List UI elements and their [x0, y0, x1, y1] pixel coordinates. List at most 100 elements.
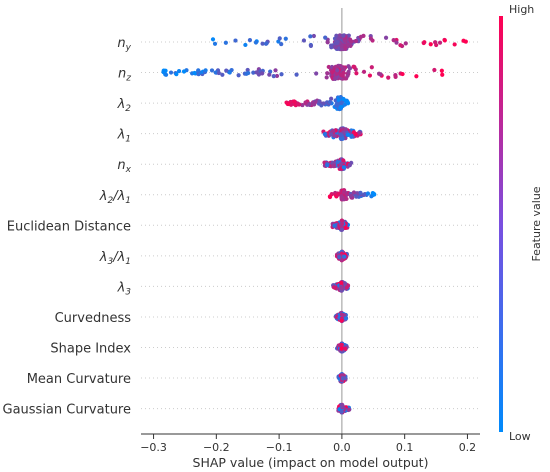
- feature-label: ny: [117, 36, 131, 53]
- shap-point: [307, 102, 312, 107]
- shap-point: [236, 73, 241, 78]
- shap-point: [403, 41, 408, 46]
- shap-point: [273, 68, 278, 73]
- feature-row-guides: [141, 41, 480, 410]
- shap-point: [346, 407, 352, 412]
- shap-point: [276, 39, 281, 44]
- shap-point: [383, 35, 389, 40]
- shap-point: [339, 312, 344, 317]
- shap-point: [301, 38, 307, 43]
- shap-point: [349, 134, 354, 139]
- shap-point: [339, 44, 344, 49]
- shap-point: [354, 71, 359, 76]
- shap-point: [339, 409, 344, 414]
- shap-point: [340, 221, 345, 227]
- shap-point: [283, 36, 288, 41]
- shap-point: [209, 68, 215, 73]
- feature-label: λ3/λ1: [99, 250, 131, 267]
- shap-point: [339, 342, 344, 347]
- shap-point: [339, 318, 344, 323]
- x-tick-label: 0.2: [459, 441, 477, 454]
- shap-point: [243, 42, 248, 48]
- shap-point: [346, 69, 351, 74]
- shap-point: [452, 42, 457, 47]
- shap-point: [421, 40, 426, 46]
- shap-point: [327, 194, 333, 199]
- shap-point: [334, 33, 339, 38]
- shap-point: [260, 71, 265, 76]
- shap-point: [440, 72, 445, 77]
- shap-point: [308, 34, 313, 39]
- shap-point: [461, 38, 466, 43]
- shap-point: [321, 101, 326, 106]
- shap-point: [439, 68, 444, 73]
- shap-point: [428, 42, 433, 47]
- shap-point: [338, 161, 344, 167]
- shap-point: [339, 104, 344, 109]
- shap-point: [223, 40, 228, 45]
- shap-point: [224, 68, 229, 73]
- feature-label: Shape Index: [50, 342, 131, 357]
- feature-labels: ny nz λ2 λ1 nx λ2/λ1 Euclidean Distance λ3/λ1 λ3…: [3, 36, 132, 418]
- colorbar-low-label: Low: [509, 430, 531, 443]
- shap-point: [334, 71, 339, 76]
- shap-point: [161, 69, 166, 75]
- shap-point: [343, 45, 348, 50]
- shap-point: [339, 227, 345, 232]
- feature-label: λ1: [117, 128, 131, 145]
- shap-point: [174, 72, 179, 77]
- shap-point: [274, 73, 280, 79]
- shap-point: [341, 96, 346, 102]
- shap-point: [414, 74, 419, 79]
- shap-point: [267, 72, 272, 77]
- shap-point: [331, 164, 337, 169]
- feature-label: Euclidean Distance: [7, 219, 131, 234]
- shap-point: [342, 346, 348, 351]
- shap-point: [271, 73, 276, 79]
- shap-point: [343, 316, 349, 321]
- shap-point: [196, 68, 201, 73]
- shap-point: [335, 159, 340, 165]
- x-tick-label: −0.2: [203, 441, 230, 454]
- shap-point: [339, 257, 344, 262]
- shap-point: [327, 99, 333, 105]
- shap-point: [251, 70, 256, 75]
- shap-point: [343, 225, 348, 231]
- feature-label: nx: [117, 158, 131, 175]
- colorbar-title: Feature value: [530, 186, 543, 261]
- shap-point: [339, 72, 344, 78]
- shap-point: [334, 64, 340, 69]
- shap-point: [181, 69, 187, 74]
- shap-point: [351, 64, 356, 69]
- shap-point: [339, 64, 344, 69]
- shap-point: [339, 218, 345, 223]
- shap-point: [361, 69, 367, 74]
- shap-point: [176, 68, 182, 74]
- x-axis: −0.3 −0.2 −0.1 0.0 0.1 0.2 SHAP value (impact…: [140, 433, 480, 470]
- shap-point: [308, 43, 314, 49]
- shap-point: [341, 33, 346, 38]
- feature-label: nz: [118, 67, 131, 84]
- shap-point: [256, 72, 262, 77]
- shap-point: [296, 102, 301, 107]
- shap-points: [161, 33, 468, 415]
- shap-point: [339, 285, 344, 291]
- shap-point: [358, 34, 363, 40]
- shap-point: [168, 70, 174, 75]
- shap-point: [263, 41, 269, 46]
- shap-point: [329, 96, 334, 101]
- shap-point: [339, 280, 344, 285]
- shap-point: [277, 36, 282, 41]
- shap-point: [163, 72, 169, 77]
- colorbar-gradient: [499, 16, 503, 432]
- shap-point: [203, 68, 208, 73]
- feature-label: Curvedness: [55, 311, 132, 326]
- shap-point: [325, 163, 330, 168]
- shap-point: [337, 255, 342, 260]
- shap-point: [353, 38, 358, 44]
- shap-point: [330, 70, 335, 75]
- shap-point: [391, 38, 396, 43]
- shap-point: [345, 73, 350, 78]
- shap-point: [342, 254, 347, 259]
